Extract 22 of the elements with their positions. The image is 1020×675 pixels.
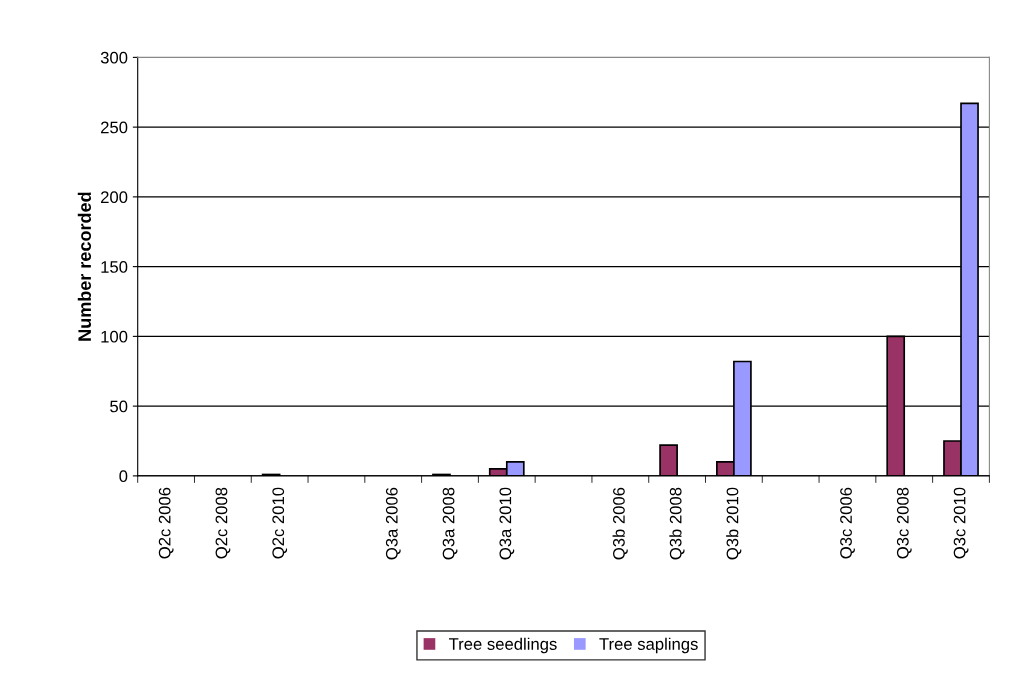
x-tick-label: Q3a 2006 [385, 487, 401, 560]
legend-label: Tree seedlings [448, 637, 557, 654]
y-tick-label: 300 [100, 51, 128, 64]
y-tick-label: 0 [119, 470, 128, 483]
x-tick-label: Q2c 2008 [215, 487, 231, 559]
x-tick-label: Q3a 2008 [442, 487, 458, 560]
y-tick-label: 150 [101, 261, 128, 273]
x-tick-label: Q3b 2006 [612, 487, 628, 560]
x-tick-label: Q3b 2010 [726, 487, 742, 560]
y-tick-label: 50 [110, 400, 128, 413]
y-tick-label: 100 [101, 330, 128, 343]
y-axis-title: Number recorded [77, 192, 92, 341]
legend-label: Tree saplings [599, 637, 698, 654]
x-tick-label: Q3b 2008 [669, 487, 685, 560]
x-tick-label: Q3c 2010 [953, 487, 969, 559]
x-tick-label: Q3a 2010 [499, 487, 515, 560]
y-tick-label: 200 [101, 191, 128, 204]
x-tick-label: Q3c 2008 [896, 487, 912, 559]
x-tick-label: Q3c 2006 [840, 487, 855, 559]
x-tick-label: Q2c 2010 [272, 487, 288, 559]
x-tick-label: Q2c 2006 [158, 487, 174, 559]
y-tick-label: 250 [101, 121, 128, 134]
